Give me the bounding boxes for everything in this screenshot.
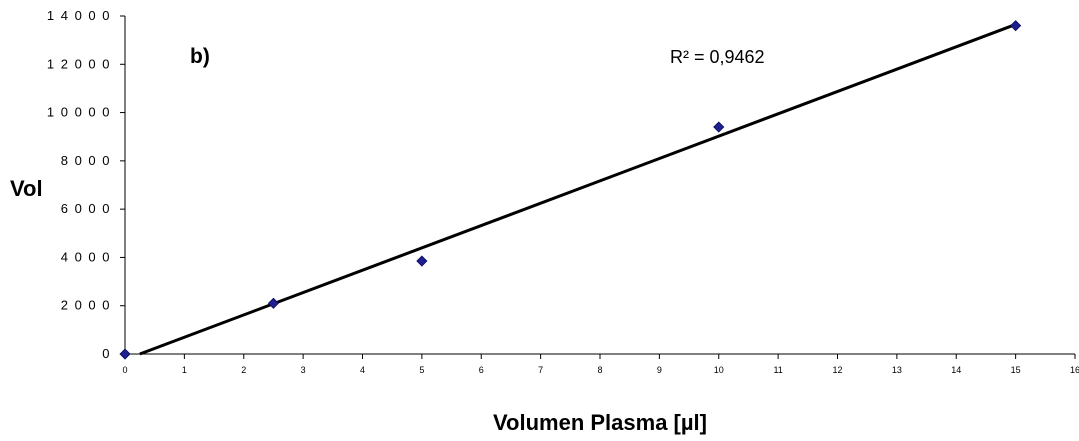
y-tick-label: 1 0 0 0 0 bbox=[47, 105, 111, 120]
r-squared-label: R² = 0,9462 bbox=[670, 47, 765, 67]
x-tick-label: 7 bbox=[538, 365, 543, 375]
trendline-group bbox=[139, 23, 1017, 356]
x-axis-title: Volumen Plasma [µl] bbox=[493, 410, 707, 435]
y-tick-label: 1 2 0 0 0 bbox=[47, 56, 111, 71]
x-tick-label: 4 bbox=[360, 365, 365, 375]
data-points bbox=[119, 20, 1022, 360]
y-ticks: 0 2 0 0 0 4 0 0 0 6 0 0 0 8 0 0 0 1 0 0 0 0 1 … bbox=[47, 8, 125, 361]
x-tick-label: 8 bbox=[597, 365, 602, 375]
x-tick-label: 5 bbox=[419, 365, 424, 375]
y-tick-label: 1 4 0 0 0 bbox=[47, 8, 111, 23]
x-tick-label: 15 bbox=[1011, 365, 1021, 375]
x-tick-label: 0 bbox=[122, 365, 127, 375]
x-tick-label: 13 bbox=[892, 365, 902, 375]
data-point bbox=[416, 255, 428, 267]
y-tick-label: 4 0 0 0 bbox=[61, 249, 111, 264]
x-tick-label: 11 bbox=[773, 365, 782, 375]
y-tick-label: 0 bbox=[102, 346, 111, 361]
x-tick-label: 1 bbox=[182, 365, 187, 375]
data-point bbox=[1010, 20, 1022, 32]
data-point bbox=[119, 348, 131, 360]
x-tick-label: 3 bbox=[301, 365, 306, 375]
axes bbox=[124, 16, 1075, 355]
data-point bbox=[267, 297, 280, 309]
y-axis-title: Vol bbox=[10, 176, 43, 201]
y-tick-label: 2 0 0 0 bbox=[61, 298, 111, 313]
panel-label: b) bbox=[190, 45, 210, 68]
x-tick-label: 14 bbox=[951, 365, 961, 375]
x-tick-label: 16 bbox=[1070, 365, 1079, 375]
y-tick-label: 8 0 0 0 bbox=[61, 153, 111, 168]
data-point bbox=[713, 121, 725, 133]
x-tick-label: 2 bbox=[241, 365, 246, 375]
x-tick-label: 10 bbox=[714, 365, 724, 375]
x-ticks: 0 1 2 3 4 5 6 7 8 9 10 11 12 13 14 15 16 bbox=[122, 354, 1079, 375]
x-tick-label: 9 bbox=[657, 365, 662, 375]
trendline bbox=[139, 23, 1017, 356]
x-tick-label: 6 bbox=[479, 365, 484, 375]
x-tick-label: 12 bbox=[832, 365, 842, 375]
y-tick-label: 6 0 0 0 bbox=[61, 201, 111, 216]
